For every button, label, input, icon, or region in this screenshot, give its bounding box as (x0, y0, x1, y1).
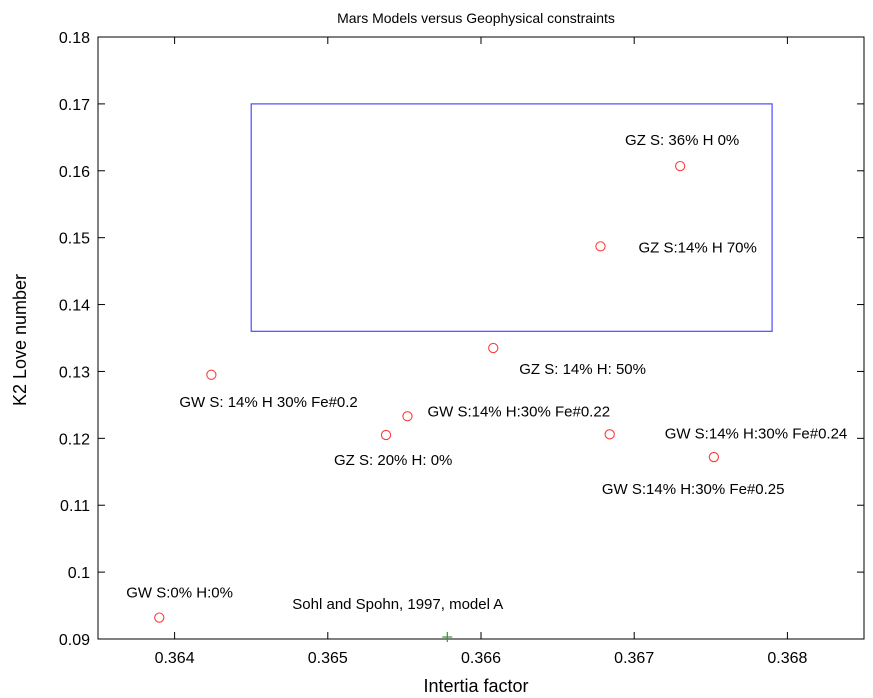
x-tick-label: 0.364 (155, 650, 195, 667)
plot-border (97, 36, 865, 640)
data-point-label: GZ S: 20% H: 0% (334, 452, 452, 469)
constraint-box (250, 103, 773, 332)
x-tick-label: 0.368 (767, 650, 807, 667)
data-point-label: GW S:14% H:30% Fe#0.22 (427, 403, 610, 420)
data-point-marker (604, 429, 615, 440)
data-point-marker (402, 411, 413, 422)
data-point-label: GW S:14% H:30% Fe#0.24 (665, 425, 848, 442)
x-axis-title: Intertia factor (423, 676, 528, 696)
y-tick-label: 0.18 (59, 30, 90, 47)
data-point-label: GW S:14% H:30% Fe#0.25 (602, 481, 785, 498)
point-labels: GZ S: 36% H 0% GZ S:14% H 70% GZ S: 14% H:… (126, 132, 847, 613)
y-tick-label: 0.15 (59, 231, 90, 248)
data-point-label: GZ S: 14% H: 50% (519, 361, 646, 378)
data-point-marker (595, 241, 606, 252)
y-tick-label: 0.14 (59, 298, 90, 315)
x-axis-ticks: 0.364 0.365 0.366 0.367 0.368 (155, 37, 808, 667)
y-tick-label: 0.17 (59, 97, 90, 114)
data-point-marker (675, 160, 686, 172)
x-tick-label: 0.367 (614, 650, 654, 667)
y-axis-ticks: 0.09 0.1 0.11 0.12 0.13 0.14 0.15 0.16 0.17 0.18 (59, 30, 864, 649)
data-point-marker (380, 429, 392, 441)
plot-frame (97, 36, 865, 640)
data-point-label: Sohl and Spohn, 1997, model A (292, 596, 503, 613)
data-point-marker (154, 612, 165, 623)
data-point-label: GW S: 14% H 30% Fe#0.2 (179, 394, 357, 411)
y-tick-label: 0.1 (68, 565, 90, 582)
y-tick-label: 0.16 (59, 164, 90, 181)
data-point-label: GW S:0% H:0% (126, 585, 233, 602)
y-axis-title: K2 Love number (10, 274, 30, 406)
data-point-label: GZ S: 36% H 0% (625, 132, 739, 149)
data-point-label: GZ S:14% H 70% (638, 239, 756, 256)
data-point-marker (708, 451, 720, 463)
chart-title: Mars Models versus Geophysical constrain… (337, 10, 615, 26)
data-point-marker (206, 369, 217, 380)
y-tick-label: 0.09 (59, 632, 90, 649)
y-tick-label: 0.12 (59, 431, 90, 448)
data-point-plus-marker (442, 631, 453, 642)
constraint-box-layer (250, 103, 773, 332)
y-tick-label: 0.11 (60, 498, 90, 515)
x-tick-label: 0.366 (461, 650, 501, 667)
data-points (154, 160, 720, 642)
x-tick-label: 0.365 (308, 650, 348, 667)
y-tick-label: 0.13 (59, 364, 90, 381)
data-point-marker (488, 342, 499, 354)
